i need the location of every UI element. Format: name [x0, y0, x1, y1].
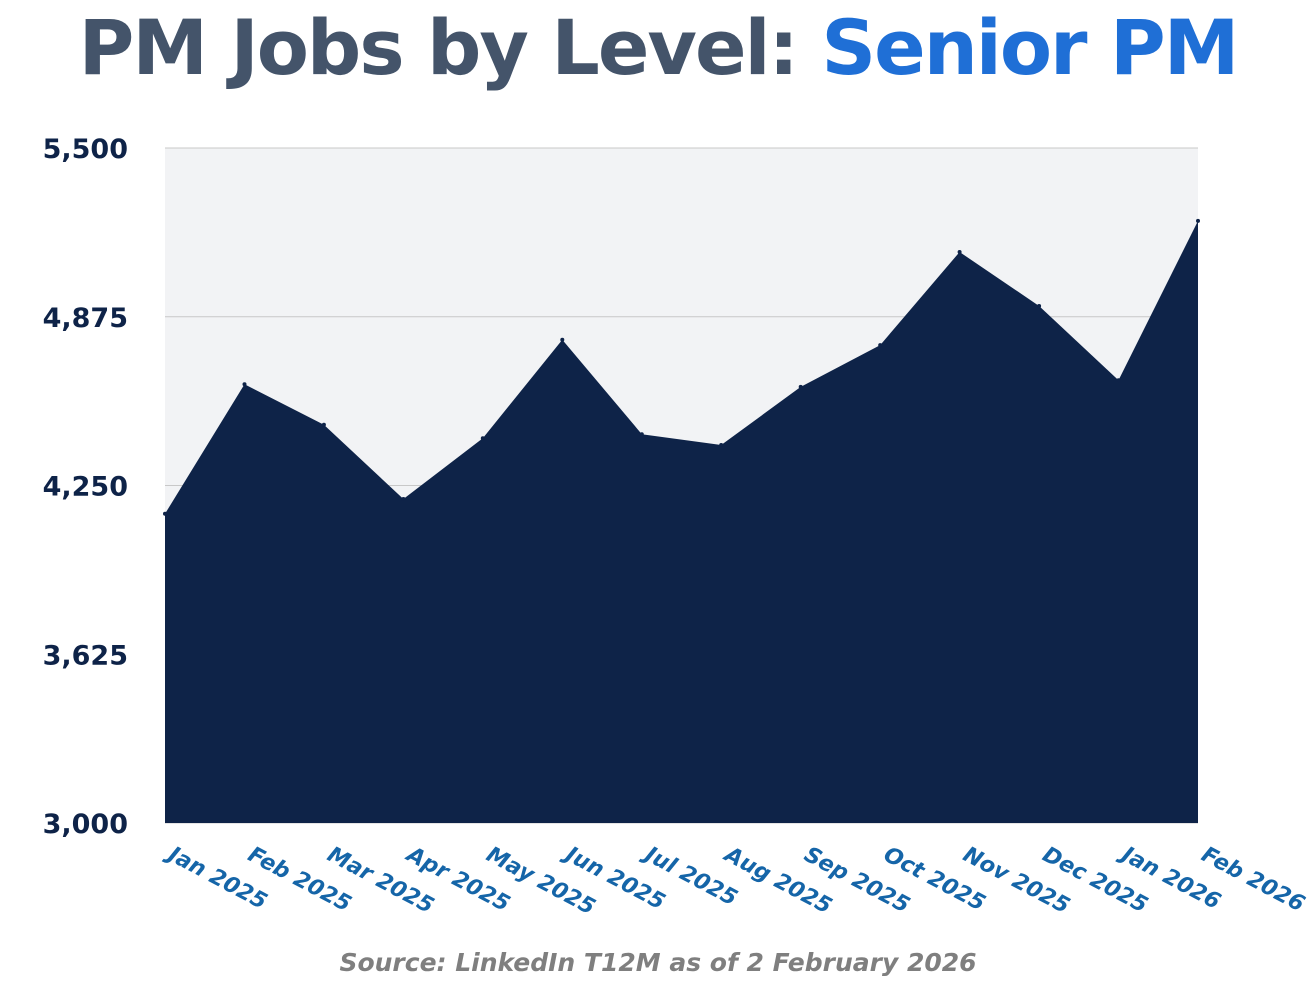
- data-point: [957, 250, 962, 254]
- area-series: [165, 220, 1198, 823]
- data-point: [1037, 304, 1042, 308]
- chart-title-accent: Senior PM: [821, 3, 1239, 92]
- data-point: [639, 432, 644, 437]
- data-point: [480, 436, 485, 441]
- data-point: [719, 443, 724, 447]
- data-point: [878, 343, 883, 348]
- data-point: [401, 497, 406, 501]
- chart-title: PM Jobs by Level: Senior PM: [0, 0, 1316, 100]
- data-point: [798, 384, 803, 389]
- y-tick-label: 3,000: [43, 809, 128, 840]
- source-note: Source: LinkedIn T12M as of 2 February 2…: [339, 948, 977, 977]
- data-point: [1116, 378, 1121, 383]
- y-tick-label: 5,500: [43, 134, 128, 165]
- data-point: [1196, 218, 1200, 223]
- data-point: [163, 511, 167, 516]
- y-tick-label: 4,875: [43, 303, 128, 334]
- y-tick-label: 4,250: [43, 472, 128, 503]
- chart-title-main: PM Jobs by Level:: [78, 3, 822, 92]
- data-point: [321, 422, 326, 427]
- data-point: [560, 337, 565, 342]
- y-tick-label: 3,625: [43, 640, 128, 671]
- data-point: [242, 382, 247, 387]
